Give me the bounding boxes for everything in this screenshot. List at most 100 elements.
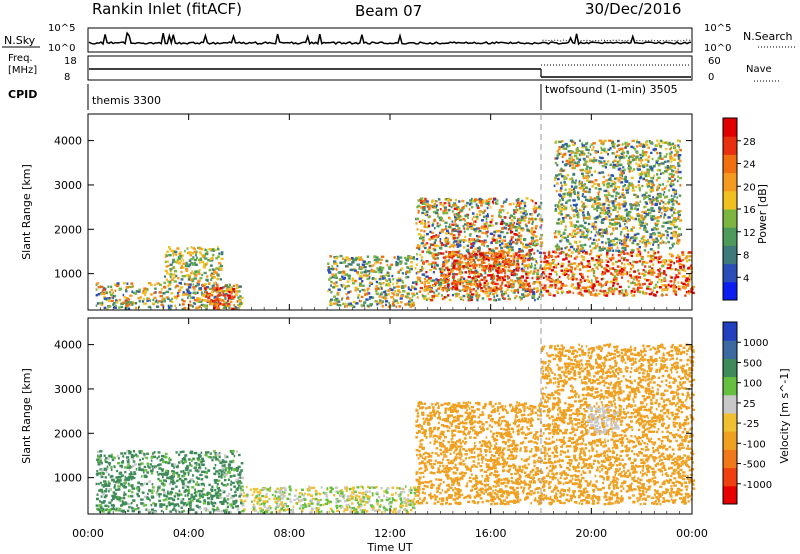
heatmap-cell — [640, 218, 643, 221]
heatmap-cell — [424, 286, 428, 289]
heatmap-cell — [528, 245, 532, 248]
heatmap-cell — [498, 263, 502, 266]
heatmap-cell — [632, 281, 636, 285]
heatmap-cell — [507, 258, 510, 261]
heatmap-cell — [672, 223, 676, 227]
heatmap-cell — [561, 208, 565, 211]
heatmap-cell — [207, 259, 211, 262]
heatmap-cell — [638, 165, 642, 168]
heatmap-cell — [526, 283, 529, 286]
heatmap-cell — [532, 220, 534, 224]
heatmap-cell — [456, 293, 460, 296]
heatmap-cell — [179, 251, 182, 254]
heatmap-cell — [437, 252, 440, 255]
heatmap-cell — [187, 471, 190, 475]
heatmap-cell — [470, 238, 475, 241]
heatmap-cell — [429, 299, 434, 302]
heatmap-cell — [226, 502, 229, 505]
heatmap-cell — [600, 228, 604, 231]
heatmap-cell — [494, 258, 498, 261]
heatmap-cell — [205, 451, 208, 454]
heatmap-cell — [531, 199, 534, 203]
heatmap-cell — [591, 222, 595, 226]
heatmap-cell — [474, 264, 478, 267]
heatmap-cell — [663, 278, 667, 282]
heatmap-cell — [595, 216, 599, 219]
colorbar-swatch — [723, 154, 737, 174]
heatmap-cell — [125, 290, 128, 293]
nave-tick-top: 60 — [708, 56, 721, 67]
heatmap-cell — [644, 245, 648, 248]
heatmap-cell — [360, 304, 363, 307]
heatmap-cell — [639, 142, 643, 146]
heatmap-cell — [612, 227, 615, 230]
heatmap-cell — [380, 293, 383, 296]
heatmap-cell — [229, 288, 233, 291]
heatmap-cell — [399, 268, 402, 272]
heatmap-cell — [229, 286, 233, 289]
heatmap-cell — [477, 250, 481, 253]
heatmap-cell — [573, 273, 576, 276]
heatmap-cell — [344, 273, 348, 276]
heatmap-cell — [616, 150, 619, 153]
heatmap-cell — [565, 159, 568, 163]
heatmap-cell — [506, 254, 509, 257]
heatmap-cell — [571, 267, 573, 271]
heatmap-cell — [601, 290, 604, 293]
heatmap-cell — [505, 222, 509, 226]
heatmap-cell — [582, 193, 584, 196]
heatmap-cell — [500, 253, 502, 256]
heatmap-cell — [421, 273, 425, 276]
heatmap-cell — [577, 225, 580, 228]
heatmap-cell — [443, 287, 447, 290]
heatmap-cell — [632, 236, 635, 239]
heatmap-cell — [454, 240, 458, 243]
heatmap-cell — [497, 298, 501, 301]
heatmap-cell — [331, 276, 334, 279]
heatmap-cell — [476, 206, 480, 210]
heatmap-cell — [471, 270, 475, 274]
heatmap-cell — [204, 282, 207, 286]
heatmap-cell — [366, 277, 370, 281]
heatmap-cell — [192, 278, 194, 281]
heatmap-cell — [168, 246, 171, 249]
heatmap-cell — [589, 196, 592, 199]
heatmap-cell — [419, 279, 422, 283]
heatmap-cell — [571, 179, 574, 182]
heatmap-cell — [586, 165, 589, 168]
heatmap-cell — [532, 291, 535, 294]
heatmap-cell — [595, 280, 600, 283]
heatmap-cell — [656, 139, 659, 142]
heatmap-cell — [192, 480, 195, 483]
heatmap-cell — [581, 142, 583, 145]
heatmap-cell — [592, 289, 595, 292]
heatmap-cell — [490, 214, 494, 218]
heatmap-cell — [552, 294, 556, 297]
heatmap-cell — [582, 202, 585, 205]
heatmap-cell — [483, 244, 485, 247]
heatmap-cell — [627, 263, 630, 266]
heatmap-cell — [515, 267, 517, 271]
heatmap-cell — [608, 257, 611, 260]
heatmap-cell — [629, 160, 632, 164]
heatmap-cell — [652, 254, 655, 258]
heatmap-cell — [563, 181, 566, 184]
heatmap-cell — [477, 258, 480, 262]
heatmap-cell — [425, 298, 428, 301]
heatmap-cell — [582, 219, 585, 222]
heatmap-cell — [460, 256, 463, 259]
heatmap-cell — [597, 183, 600, 186]
heatmap-cell — [138, 305, 140, 309]
heatmap-cell — [221, 290, 224, 293]
heatmap-cell — [641, 241, 644, 244]
heatmap-cell — [582, 258, 585, 261]
heatmap-cell — [407, 255, 411, 258]
heatmap-cell — [622, 166, 625, 169]
heatmap-cell — [668, 208, 672, 211]
heatmap-cell — [516, 222, 520, 226]
heatmap-cell — [456, 245, 460, 248]
heatmap-cell — [425, 271, 428, 274]
heatmap-cell — [510, 273, 514, 277]
heatmap-cell — [444, 221, 448, 224]
heatmap-cell — [220, 252, 224, 256]
